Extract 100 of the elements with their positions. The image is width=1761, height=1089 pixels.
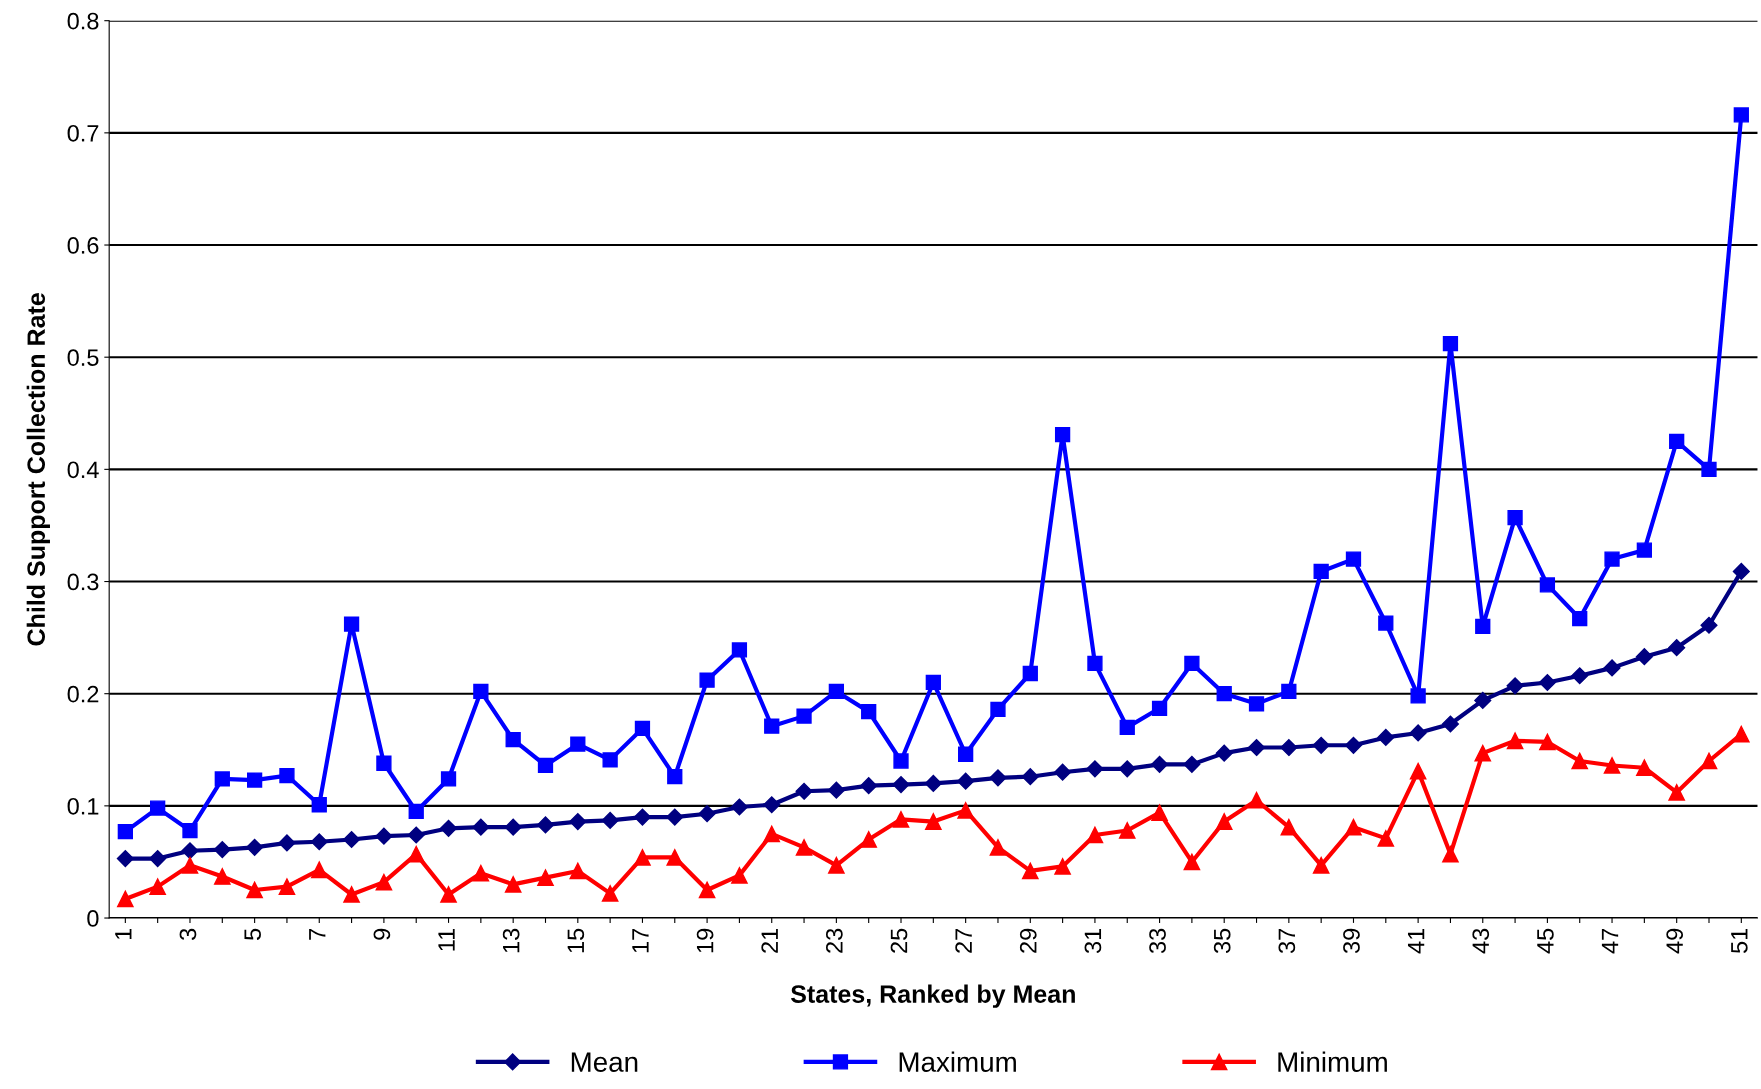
x-tick-label: 47 — [1601, 928, 1619, 954]
point — [213, 841, 231, 859]
point — [440, 771, 457, 787]
x-tick-label: 51 — [1731, 928, 1748, 954]
point — [117, 824, 133, 840]
point — [1313, 563, 1329, 580]
point — [181, 856, 199, 874]
point — [569, 813, 587, 831]
point — [1151, 700, 1168, 716]
y-tick-label: 0 — [87, 910, 99, 927]
legend-label: Mean — [571, 1052, 638, 1072]
point — [1538, 673, 1556, 692]
point — [1636, 759, 1653, 777]
point — [214, 771, 230, 787]
point — [1054, 858, 1071, 875]
point — [1054, 426, 1071, 443]
legend-label: Minimum — [1278, 1051, 1387, 1072]
x-tick-label: 37 — [1278, 928, 1296, 954]
point — [827, 781, 845, 799]
point — [1248, 791, 1265, 809]
point — [763, 825, 781, 843]
point — [181, 842, 199, 860]
point — [1571, 752, 1589, 770]
point — [504, 876, 522, 893]
point — [1151, 804, 1168, 821]
y-tick-label: 0.6 — [67, 237, 99, 254]
point — [407, 845, 425, 863]
point — [1280, 818, 1298, 836]
point — [1701, 461, 1717, 477]
point — [633, 808, 652, 826]
point — [1474, 691, 1492, 709]
point — [601, 811, 619, 829]
x-tick-label: 5 — [244, 928, 261, 940]
point — [860, 831, 878, 848]
x-tick-label: 7 — [309, 928, 326, 940]
point — [1506, 677, 1524, 695]
point — [731, 867, 748, 884]
point — [343, 616, 360, 632]
point — [634, 849, 651, 866]
point — [1378, 615, 1394, 631]
point — [1539, 577, 1556, 593]
x-tick-label: 29 — [1019, 928, 1037, 953]
point — [1183, 755, 1201, 773]
point — [601, 885, 619, 902]
point — [213, 868, 231, 885]
point — [1475, 618, 1491, 635]
point — [1571, 667, 1589, 685]
point — [1668, 784, 1686, 801]
point — [1216, 686, 1232, 702]
point — [1442, 845, 1459, 863]
point — [1344, 736, 1363, 754]
x-tick-label: 39 — [1343, 928, 1360, 954]
point — [1636, 542, 1653, 558]
x-tick-label: 1 — [115, 928, 132, 940]
legend-label: Maximum — [899, 1051, 1016, 1072]
point — [1281, 683, 1297, 700]
point — [1669, 433, 1685, 449]
point — [278, 878, 296, 895]
point — [246, 881, 263, 899]
point — [1280, 738, 1298, 757]
point — [666, 808, 684, 826]
x-tick-label: 49 — [1666, 928, 1684, 954]
point — [376, 755, 392, 771]
point — [1118, 822, 1136, 839]
point — [958, 746, 974, 762]
x-tick-label: 35 — [1213, 928, 1231, 954]
point — [1603, 757, 1621, 774]
point — [1733, 107, 1749, 123]
point — [311, 797, 327, 813]
point — [1668, 639, 1686, 657]
point — [537, 757, 554, 774]
x-tick-label: 9 — [373, 928, 391, 940]
point — [1118, 760, 1136, 778]
point — [731, 642, 748, 658]
point — [828, 683, 845, 700]
point — [925, 674, 941, 691]
y-axis-title: Child Support Collection Rate — [26, 293, 50, 646]
point — [1507, 509, 1523, 526]
point — [1572, 610, 1588, 627]
point — [1183, 853, 1201, 871]
x-tick-label: 41 — [1407, 928, 1425, 954]
point — [1635, 648, 1653, 666]
point — [1247, 738, 1266, 757]
point — [343, 886, 360, 903]
point — [698, 805, 716, 823]
point — [1022, 665, 1038, 682]
x-tick-label: 45 — [1537, 928, 1554, 954]
x-tick-label: 3 — [179, 928, 197, 940]
point — [569, 862, 587, 880]
y-tick-label: 0.4 — [67, 461, 99, 479]
point — [699, 672, 715, 688]
point — [860, 777, 878, 795]
point — [795, 782, 813, 800]
point — [1441, 715, 1459, 733]
point — [1732, 725, 1750, 743]
point — [116, 850, 134, 868]
x-tick-label: 15 — [567, 928, 585, 953]
point — [504, 818, 522, 836]
point — [1119, 719, 1135, 735]
y-tick-label: 0.2 — [67, 685, 99, 703]
